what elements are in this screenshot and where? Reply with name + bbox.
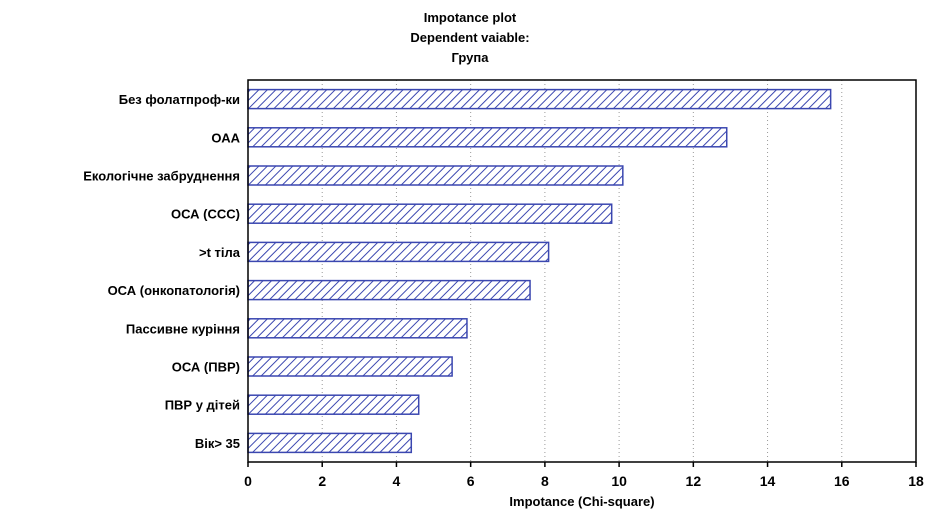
category-label-5: ОСА (онкопатологія): [108, 283, 240, 298]
chart-title-line-2: Dependent vaiable:: [410, 30, 529, 45]
x-tick-label-3: 6: [467, 473, 475, 489]
bar-4: [247, 241, 550, 263]
x-tick-label-6: 12: [686, 473, 702, 489]
x-tick-label-2: 4: [393, 473, 401, 489]
x-axis-label: Impotance (Chi-square): [509, 494, 654, 509]
category-labels: Без фолатпроф-ки ОАА Екологічне забрудненн…: [83, 92, 241, 451]
category-label-1: ОАА: [211, 130, 240, 145]
bar-3: [247, 203, 613, 224]
category-label-0: Без фолатпроф-ки: [119, 92, 240, 107]
category-label-8: ПВР у дітей: [165, 398, 240, 413]
x-tick-label-9: 18: [908, 473, 924, 489]
x-tick-label-4: 8: [541, 473, 549, 489]
x-tick-label-0: 0: [244, 473, 252, 489]
x-tick-label-7: 14: [760, 473, 776, 489]
x-axis-ticks: 0 2 4 6 8 10 12 14 16 18: [244, 462, 924, 489]
bars-group: [247, 88, 832, 454]
bar-5: [247, 279, 531, 301]
x-tick-label-1: 2: [318, 473, 326, 489]
bar-6: [247, 318, 468, 339]
category-label-6: Пассивне куріння: [126, 321, 240, 336]
category-label-4: >t тіла: [199, 245, 241, 260]
bar-1: [247, 127, 728, 148]
bar-2: [247, 165, 624, 186]
plot-frame: [247, 79, 917, 463]
category-label-2: Екологічне забруднення: [83, 169, 240, 184]
category-label-3: ОСА (ССС): [171, 207, 240, 222]
bar-9: [247, 432, 413, 454]
x-tick-label-5: 10: [611, 473, 627, 489]
bar-8: [247, 394, 420, 415]
chart-title-line-3: Група: [452, 50, 490, 65]
bar-0: [247, 88, 832, 110]
chart-title-line-1: Impotance plot: [424, 10, 517, 25]
category-label-9: Вік> 35: [195, 436, 240, 451]
x-tick-label-8: 16: [834, 473, 850, 489]
category-label-7: ОСА (ПВР): [172, 360, 240, 375]
bar-7: [247, 356, 453, 377]
